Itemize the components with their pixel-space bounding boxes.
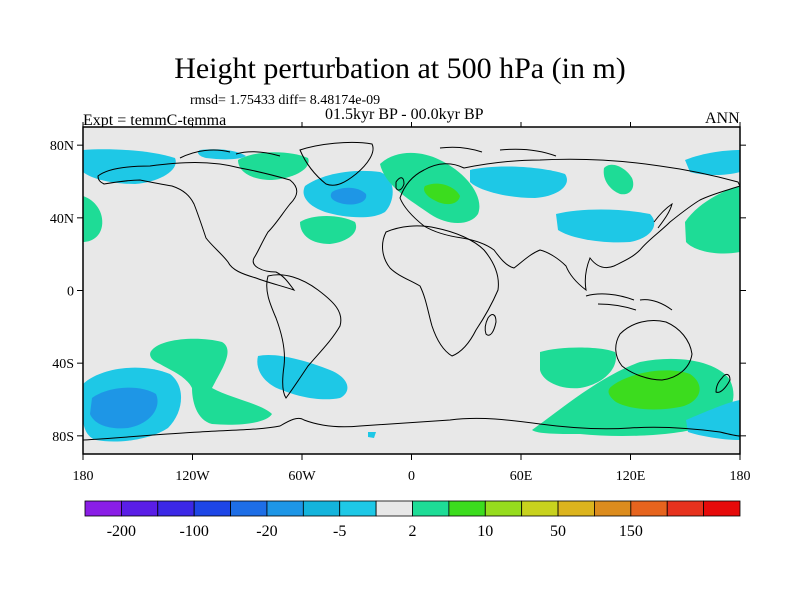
map-title: Height perturbation at 500 hPa (in m) bbox=[174, 52, 626, 85]
colorbar: -200 -100 -20 -5 2 10 50 150 bbox=[84, 500, 741, 540]
coast-north-america bbox=[97, 162, 298, 291]
colorbar-label: 10 bbox=[477, 523, 493, 540]
anomaly-negative-arctic bbox=[198, 149, 246, 160]
anomaly-negative-s-pacific-core bbox=[90, 387, 158, 429]
colorbar-label: -5 bbox=[333, 523, 346, 540]
colorbar-swatch bbox=[230, 500, 268, 517]
coast-australia bbox=[615, 320, 693, 381]
anomaly-positive-europe-core bbox=[424, 183, 460, 205]
coast-japan bbox=[653, 202, 673, 229]
coast-europe-asia bbox=[399, 158, 740, 292]
coast-africa bbox=[382, 225, 499, 357]
anomaly-negative-far-ne bbox=[685, 150, 740, 175]
coast-south-america bbox=[266, 274, 342, 399]
lat-tick-label: 40S bbox=[52, 357, 74, 372]
lon-tick-label: 180 bbox=[73, 469, 94, 484]
lat-tick-label: 0 bbox=[67, 285, 74, 300]
anomaly-negative-east-asia bbox=[556, 209, 655, 243]
colorbar-label: 50 bbox=[550, 523, 566, 540]
lon-tick-label: 60W bbox=[288, 469, 316, 484]
colorbar-swatch bbox=[412, 500, 450, 517]
coast-greenland bbox=[299, 141, 374, 186]
lat-tick-label: 80N bbox=[50, 139, 74, 154]
colorbar-label: -100 bbox=[180, 523, 209, 540]
colorbar-swatch bbox=[266, 500, 304, 517]
coast-new-zealand bbox=[715, 373, 731, 393]
lat-tick-label: 80S bbox=[52, 430, 74, 445]
anomaly-positive-australia-core bbox=[608, 370, 700, 410]
anomaly-negative-siberia bbox=[470, 166, 567, 198]
coast-madagascar bbox=[484, 314, 497, 336]
colorbar-swatch bbox=[594, 500, 632, 517]
colorbar-swatch bbox=[630, 500, 668, 517]
latitude-axis: 80N 40N 0 40S 80S bbox=[50, 139, 746, 445]
lon-tick-label: 120E bbox=[616, 469, 646, 484]
colorbar-label: -200 bbox=[107, 523, 136, 540]
period-label: 01.5kyr BP - 00.0kyr BP bbox=[325, 106, 484, 123]
lon-tick-label: 60E bbox=[510, 469, 533, 484]
anomaly-fields bbox=[83, 149, 740, 442]
colorbar-swatch bbox=[448, 500, 486, 517]
experiment-label: Expt = temmC-temma bbox=[83, 112, 227, 129]
coast-arctic-islands bbox=[179, 146, 557, 159]
anomaly-positive-indian-ocean bbox=[540, 347, 616, 389]
coast-antarctica bbox=[83, 417, 740, 441]
lon-tick-label: 180 bbox=[730, 469, 751, 484]
anomaly-negative-n-atlantic-core bbox=[330, 187, 367, 205]
colorbar-swatch bbox=[703, 500, 741, 517]
anomaly-positive-ne-pacific bbox=[685, 186, 740, 254]
anomaly-positive-canada bbox=[238, 152, 309, 180]
rmsd-diff-stats: rmsd= 1.75433 diff= 8.48174e-09 bbox=[190, 93, 381, 108]
colorbar-swatch bbox=[521, 500, 559, 517]
coastlines bbox=[83, 141, 740, 441]
colorbar-label: -20 bbox=[256, 523, 277, 540]
coast-uk bbox=[395, 177, 405, 191]
colorbar-swatch bbox=[157, 500, 195, 517]
colorbar-swatch bbox=[302, 500, 341, 517]
anomaly-positive-far-west bbox=[83, 196, 103, 242]
anomaly-negative-small bbox=[368, 432, 376, 438]
longitude-axis: 180 120W 60W 0 60E 120E 180 bbox=[73, 122, 751, 484]
anomaly-positive-s-pacific bbox=[150, 338, 272, 425]
season-label: ANN bbox=[705, 110, 740, 127]
colorbar-swatch bbox=[339, 500, 377, 517]
colorbar-swatch bbox=[484, 500, 523, 517]
colorbar-swatch bbox=[193, 500, 231, 517]
colorbar-swatch bbox=[666, 500, 705, 517]
anomaly-positive-nw-pacific bbox=[603, 164, 634, 195]
colorbar-swatch bbox=[375, 500, 413, 517]
coast-indonesia bbox=[585, 293, 673, 311]
colorbar-label: 150 bbox=[619, 523, 643, 540]
anomaly-positive-mid-atlantic bbox=[300, 216, 357, 244]
lon-tick-label: 120W bbox=[175, 469, 210, 484]
colorbar-swatch bbox=[84, 500, 122, 517]
lat-tick-label: 40N bbox=[50, 212, 74, 227]
anomaly-negative-s-america bbox=[257, 354, 348, 400]
lon-tick-label: 0 bbox=[408, 469, 415, 484]
colorbar-swatch bbox=[120, 500, 159, 517]
colorbar-label: 2 bbox=[409, 523, 417, 540]
colorbar-swatch bbox=[557, 500, 595, 517]
